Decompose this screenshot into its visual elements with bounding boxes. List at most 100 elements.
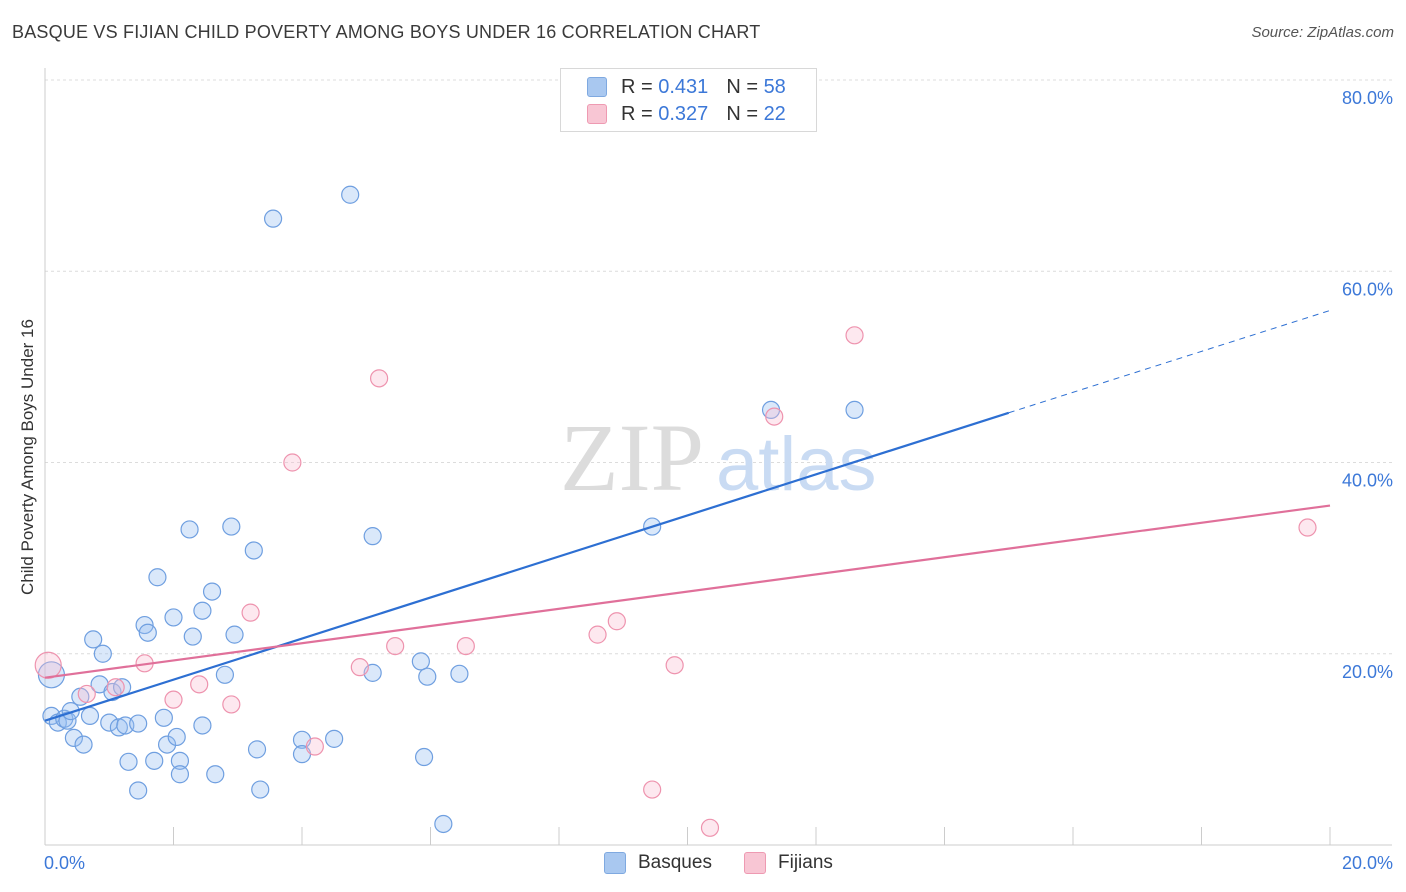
legend-label-fijians: Fijians bbox=[778, 852, 833, 873]
fijian-point bbox=[305, 737, 324, 756]
basque-point bbox=[411, 652, 430, 671]
legend-r-label: R = bbox=[621, 75, 653, 98]
fijian-point bbox=[106, 678, 125, 697]
fijian-point bbox=[765, 407, 784, 426]
basque-point bbox=[244, 541, 263, 560]
source-label: Source: ZipAtlas.com bbox=[1251, 24, 1394, 41]
basque-point bbox=[93, 644, 112, 663]
fijian-point bbox=[607, 612, 626, 631]
basque-point bbox=[61, 702, 80, 721]
fijian-point bbox=[222, 695, 241, 714]
x-tick-label: 0.0% bbox=[44, 853, 85, 873]
basque-point bbox=[414, 747, 434, 767]
basque-point bbox=[164, 608, 183, 627]
legend-n-value: 58 bbox=[763, 75, 786, 98]
y-tick-label: 40.0% bbox=[1342, 471, 1393, 491]
legend-swatch-basques bbox=[604, 852, 626, 874]
fijian-point bbox=[588, 625, 607, 644]
fijian-point bbox=[386, 636, 405, 656]
fijian-point bbox=[456, 636, 475, 656]
watermark: ZIP atlas bbox=[560, 404, 877, 511]
fijian-point bbox=[190, 675, 209, 694]
basque-point bbox=[225, 625, 244, 644]
x-tick-label: 20.0% bbox=[1342, 853, 1393, 873]
basque-point bbox=[138, 623, 157, 642]
y-tick-label: 20.0% bbox=[1342, 662, 1393, 682]
basque-point bbox=[80, 706, 100, 726]
fijian-point bbox=[241, 603, 260, 622]
fijian-point bbox=[350, 658, 369, 677]
basque-point bbox=[215, 665, 234, 684]
fijian-point bbox=[283, 453, 302, 472]
basque-point bbox=[450, 664, 469, 683]
fijian-point bbox=[665, 656, 684, 675]
watermark-zip: ZIP bbox=[560, 404, 704, 511]
basque-point bbox=[180, 520, 199, 539]
legend-row-fijians: R = 0.327 N = 22 bbox=[587, 101, 786, 127]
points-layer bbox=[34, 185, 1317, 837]
basque-point bbox=[418, 667, 437, 686]
legend-r-value: 0.431 bbox=[658, 75, 709, 98]
legend-n-label: N = bbox=[726, 102, 758, 125]
basque-point bbox=[363, 527, 382, 546]
basque-point bbox=[434, 814, 453, 834]
basque-point bbox=[58, 711, 77, 730]
fijian-trend-line bbox=[44, 504, 1331, 679]
fijian-point bbox=[1298, 518, 1317, 537]
basque-trend-extension bbox=[1008, 309, 1331, 414]
basque-point bbox=[154, 708, 173, 727]
correlation-legend: R = 0.431 N = 58 R = 0.327 N = 22 bbox=[560, 68, 817, 132]
legend-label-basques: Basques bbox=[638, 852, 712, 873]
y-tick-label: 60.0% bbox=[1342, 279, 1393, 299]
basque-point bbox=[263, 209, 283, 228]
basque-point bbox=[84, 630, 103, 649]
fijian-point bbox=[643, 780, 662, 799]
legend-item-fijians: Fijians bbox=[744, 852, 833, 874]
basque-point bbox=[193, 601, 212, 620]
legend-n-label: N = bbox=[726, 75, 758, 98]
fijian-point bbox=[34, 651, 62, 679]
basque-point bbox=[64, 728, 84, 748]
basque-trend-line bbox=[44, 411, 1010, 722]
fijian-point bbox=[77, 684, 96, 704]
basque-point bbox=[341, 185, 360, 204]
basque-point bbox=[193, 716, 212, 735]
chart-title: BASQUE VS FIJIAN CHILD POVERTY AMONG BOY… bbox=[12, 22, 761, 42]
trend-layer bbox=[44, 309, 1331, 722]
legend-swatch-basques bbox=[587, 77, 607, 97]
basque-point bbox=[119, 752, 138, 771]
basque-point bbox=[148, 568, 167, 587]
grid-layer bbox=[45, 79, 1392, 655]
basque-point bbox=[222, 517, 241, 536]
basque-point bbox=[170, 765, 190, 784]
legend-item-basques: Basques bbox=[604, 852, 712, 874]
axis-layer bbox=[44, 68, 1392, 846]
basque-point bbox=[845, 400, 864, 420]
basque-point bbox=[202, 582, 222, 601]
legend-swatch-fijians bbox=[587, 104, 607, 124]
watermark-atlas: atlas bbox=[716, 422, 877, 507]
tick-label-layer: 20.0% 40.0% 60.0% 80.0% 0.0% 20.0% bbox=[44, 88, 1393, 873]
basque-point bbox=[183, 627, 202, 646]
basque-point bbox=[129, 781, 148, 800]
basque-point bbox=[145, 751, 164, 770]
basque-point bbox=[170, 751, 190, 770]
fijian-point bbox=[164, 690, 183, 709]
basque-point bbox=[251, 780, 270, 799]
basque-point bbox=[109, 718, 128, 737]
basque-point bbox=[157, 735, 177, 754]
basque-point bbox=[247, 740, 267, 759]
legend-swatch-fijians bbox=[744, 852, 766, 874]
basque-point bbox=[129, 714, 148, 733]
basque-point bbox=[325, 729, 344, 748]
legend-r-value: 0.327 bbox=[658, 102, 709, 125]
legend-n-value: 22 bbox=[763, 102, 786, 125]
basque-point bbox=[167, 727, 186, 747]
legend-r-label: R = bbox=[621, 102, 653, 125]
basque-point bbox=[206, 765, 225, 784]
y-axis-label: Child Poverty Among Boys Under 16 bbox=[18, 319, 37, 595]
legend-row-basques: R = 0.431 N = 58 bbox=[587, 74, 786, 100]
fijian-point bbox=[845, 326, 864, 345]
fijian-point bbox=[700, 818, 720, 837]
